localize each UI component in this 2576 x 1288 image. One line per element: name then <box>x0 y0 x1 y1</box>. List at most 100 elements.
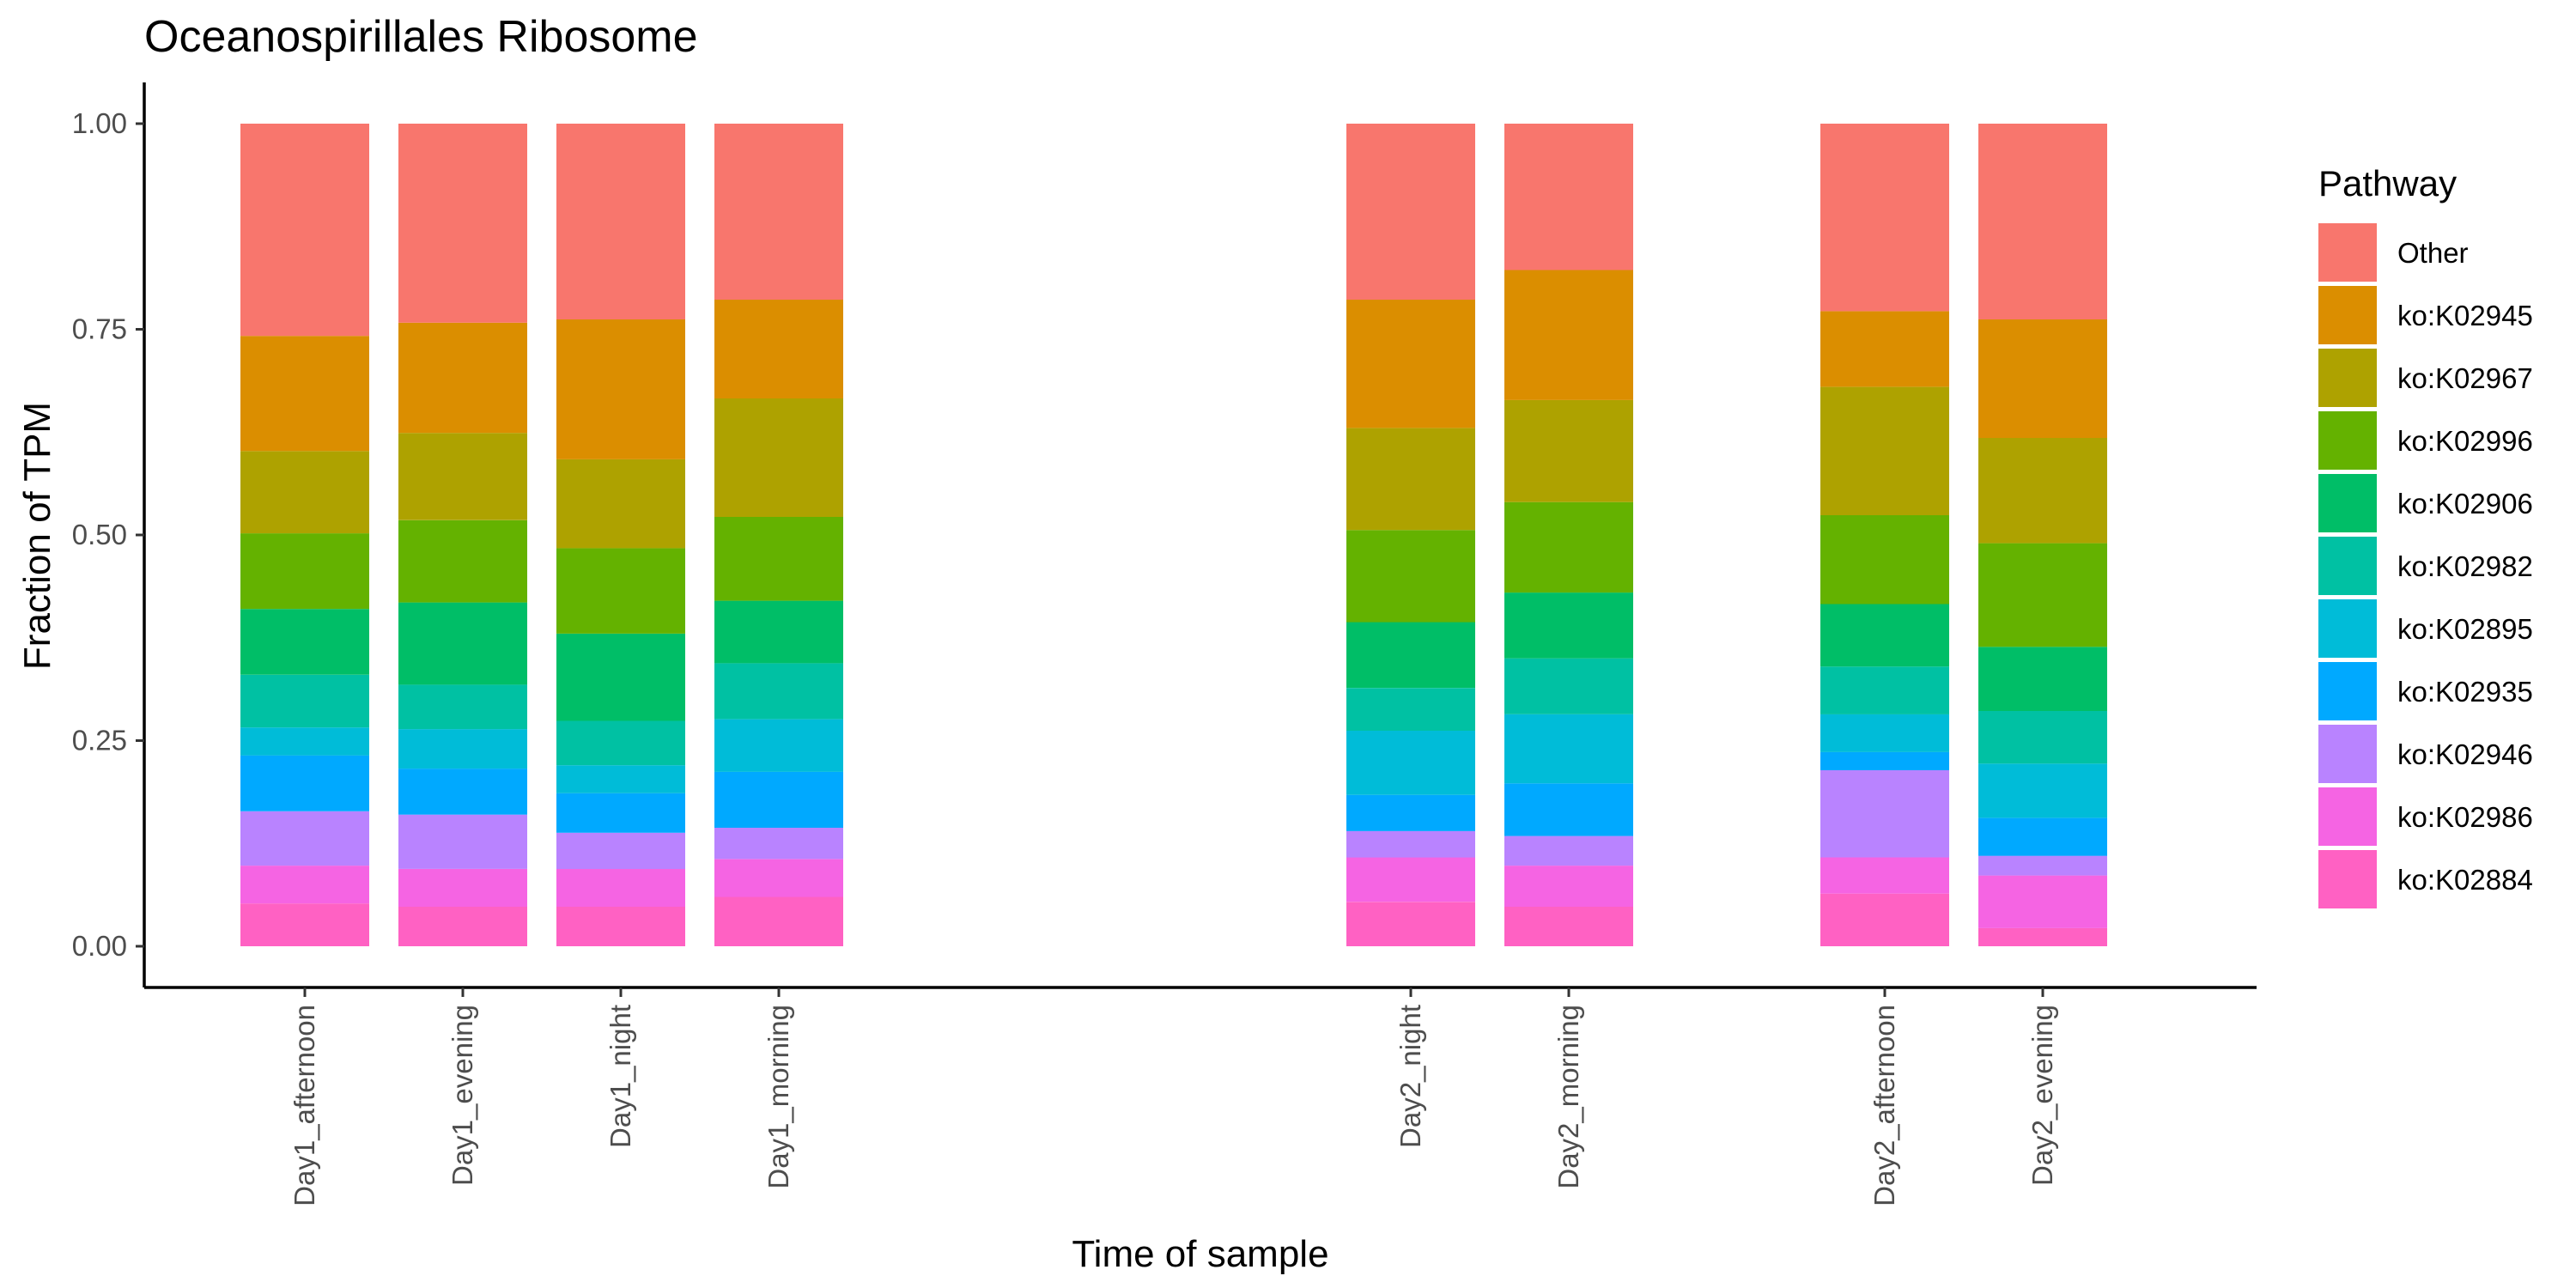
legend-label-ko-k02884: ko:K02884 <box>2397 864 2533 896</box>
bar-segment-day2-afternoon-ko-k02884 <box>1820 893 1949 946</box>
bar-segment-day2-night-ko-k02986 <box>1346 857 1475 902</box>
x-tick-label-day1-evening: Day1_evening <box>447 1005 478 1186</box>
bar-segment-day2-evening-ko-k02946 <box>1978 855 2107 876</box>
legend-key-other <box>2318 223 2377 282</box>
bar-segment-day1-morning-ko-k02946 <box>714 828 843 860</box>
legend-label-ko-k02895: ko:K02895 <box>2397 613 2533 645</box>
x-tick-label-day1-morning: Day1_morning <box>762 1005 794 1189</box>
bar-segment-day1-afternoon-ko-k02946 <box>240 811 369 866</box>
bar-segment-day1-night-ko-k02996 <box>556 548 685 634</box>
bar-segment-day1-evening-ko-k02895 <box>398 729 527 769</box>
y-ticks: 0.00 0.25 0.50 0.75 1.00 <box>72 107 144 962</box>
legend-title: Pathway <box>2318 163 2457 204</box>
y-tick-label: 0.50 <box>72 519 127 550</box>
bar-segment-day2-evening-ko-k02906 <box>1978 647 2107 711</box>
bar-segment-day2-afternoon-ko-k02935 <box>1820 751 1949 770</box>
legend-label-ko-k02946: ko:K02946 <box>2397 738 2533 770</box>
bar-segment-day1-morning-ko-k02945 <box>714 300 843 398</box>
bar-segment-day1-night-ko-k02945 <box>556 319 685 459</box>
bar-segment-day2-evening-ko-k02935 <box>1978 817 2107 856</box>
bar-segment-day2-evening-ko-k02986 <box>1978 875 2107 928</box>
y-tick-label: 0.75 <box>72 313 127 345</box>
bar-segment-day1-evening-ko-k02884 <box>398 907 527 946</box>
bar-segment-day1-night-ko-k02986 <box>556 868 685 907</box>
legend: Pathway Other ko:K02945 ko:K02967 ko:K02996… <box>2318 163 2533 908</box>
bar-segment-day1-afternoon-ko-k02895 <box>240 727 369 756</box>
x-tick-label-day1-afternoon: Day1_afternoon <box>289 1005 320 1206</box>
bar-segment-day1-morning-ko-k02935 <box>714 771 843 828</box>
bar-segment-day1-night-ko-k02967 <box>556 459 685 549</box>
bar-segment-day2-afternoon-ko-k02996 <box>1820 515 1949 605</box>
bar-segment-day2-morning-ko-k02986 <box>1504 866 1633 907</box>
bar-segment-day1-morning-ko-k02895 <box>714 719 843 772</box>
bar-segment-day2-morning-other <box>1504 124 1633 270</box>
legend-key-ko-k02895 <box>2318 599 2377 658</box>
bar-segment-day2-morning-ko-k02982 <box>1504 658 1633 714</box>
bar-segment-day1-evening-other <box>398 124 527 323</box>
x-ticks: Day1_afternoon Day1_evening Day1_night Day1… <box>289 987 2058 1206</box>
x-tick-label-day2-morning: Day2_morning <box>1552 1005 1584 1189</box>
legend-key-ko-k02946 <box>2318 725 2377 783</box>
bar-segment-day1-morning-ko-k02906 <box>714 600 843 664</box>
bars-group <box>240 124 2107 946</box>
bar-segment-day2-morning-ko-k02967 <box>1504 399 1633 502</box>
bar-segment-day1-evening-ko-k02967 <box>398 433 527 520</box>
legend-label-ko-k02906: ko:K02906 <box>2397 488 2533 519</box>
x-tick-label-day2-night: Day2_night <box>1394 1005 1426 1148</box>
bar-segment-day2-morning-ko-k02884 <box>1504 907 1633 946</box>
bar-segment-day2-night-ko-k02935 <box>1346 794 1475 831</box>
bar-segment-day2-morning-ko-k02945 <box>1504 270 1633 400</box>
y-tick-label: 0.00 <box>72 930 127 962</box>
bar-segment-day2-morning-ko-k02895 <box>1504 714 1633 784</box>
bar-segment-day2-night-ko-k02946 <box>1346 830 1475 858</box>
bar-segment-day1-afternoon-ko-k02982 <box>240 674 369 728</box>
bar-segment-day2-evening-other <box>1978 124 2107 319</box>
bar-segment-day1-morning-ko-k02967 <box>714 398 843 517</box>
bar-segment-day1-evening-ko-k02986 <box>398 868 527 907</box>
bar-segment-day1-evening-ko-k02906 <box>398 602 527 685</box>
bar-segment-day1-afternoon-ko-k02906 <box>240 609 369 675</box>
bar-segment-day1-evening-ko-k02945 <box>398 322 527 434</box>
bar-segment-day1-night-ko-k02895 <box>556 765 685 793</box>
bar-segment-day2-afternoon-ko-k02982 <box>1820 666 1949 714</box>
legend-key-ko-k02996 <box>2318 411 2377 470</box>
y-tick-label: 1.00 <box>72 107 127 139</box>
bar-segment-day2-night-ko-k02982 <box>1346 688 1475 731</box>
legend-key-ko-k02982 <box>2318 537 2377 595</box>
bar-segment-day1-morning-ko-k02986 <box>714 859 843 897</box>
legend-key-ko-k02935 <box>2318 662 2377 720</box>
bar-segment-day2-afternoon-ko-k02895 <box>1820 714 1949 752</box>
bar-segment-day2-evening-ko-k02945 <box>1978 319 2107 438</box>
bar-segment-day1-night-ko-k02884 <box>556 907 685 946</box>
bar-segment-day2-morning-ko-k02906 <box>1504 592 1633 659</box>
bar-segment-day1-evening-ko-k02996 <box>398 519 527 603</box>
legend-label-ko-k02996: ko:K02996 <box>2397 425 2533 457</box>
bar-segment-day1-evening-ko-k02946 <box>398 814 527 869</box>
bar-segment-day1-afternoon-ko-k02996 <box>240 533 369 610</box>
bar-segment-day2-night-ko-k02895 <box>1346 731 1475 795</box>
legend-key-ko-k02884 <box>2318 850 2377 908</box>
bar-segment-day1-evening-ko-k02982 <box>398 684 527 730</box>
bar-segment-day2-evening-ko-k02982 <box>1978 711 2107 764</box>
bar-segment-day1-afternoon-ko-k02967 <box>240 451 369 534</box>
bar-segment-day2-evening-ko-k02996 <box>1978 543 2107 647</box>
bar-segment-day2-night-ko-k02967 <box>1346 428 1475 531</box>
bar-segment-day2-morning-ko-k02946 <box>1504 835 1633 866</box>
legend-label-ko-k02967: ko:K02967 <box>2397 362 2533 394</box>
bar-segment-day2-afternoon-ko-k02967 <box>1820 386 1949 515</box>
y-axis-title: Fraction of TPM <box>16 402 58 670</box>
legend-label-other: Other <box>2397 237 2469 269</box>
legend-key-ko-k02967 <box>2318 349 2377 407</box>
legend-key-ko-k02906 <box>2318 474 2377 532</box>
bar-segment-day2-night-ko-k02906 <box>1346 622 1475 689</box>
bar-segment-day1-night-ko-k02982 <box>556 720 685 766</box>
x-tick-label-day2-evening: Day2_evening <box>2026 1005 2058 1186</box>
legend-key-ko-k02945 <box>2318 286 2377 344</box>
x-axis-title: Time of sample <box>1072 1233 1328 1275</box>
legend-key-ko-k02986 <box>2318 787 2377 846</box>
x-tick-label-day1-night: Day1_night <box>605 1005 636 1148</box>
bar-segment-day2-evening-ko-k02967 <box>1978 438 2107 544</box>
x-tick-label-day2-afternoon: Day2_afternoon <box>1868 1005 1900 1206</box>
bar-segment-day1-morning-ko-k02996 <box>714 516 843 601</box>
